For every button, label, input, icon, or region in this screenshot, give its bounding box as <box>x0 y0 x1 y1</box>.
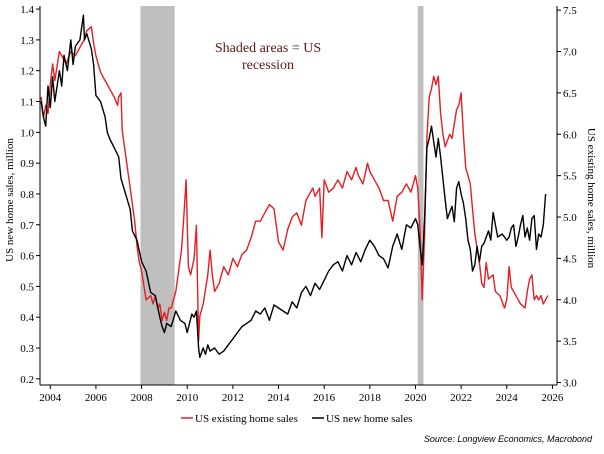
x-tick-label: 2018 <box>359 392 382 404</box>
x-tick-label: 2022 <box>450 392 472 404</box>
left-tick-label: 1.3 <box>20 35 34 47</box>
left-tick-label: 1.0 <box>20 127 34 139</box>
left-tick-label: 0.6 <box>20 251 34 263</box>
right-tick-label: 4.0 <box>563 295 577 307</box>
legend-label-existing: US existing home sales <box>195 413 298 425</box>
x-tick-label: 2020 <box>404 392 427 404</box>
annotation-line-2: recession <box>242 58 294 73</box>
left-tick-label: 0.4 <box>20 312 34 324</box>
right-tick-label: 5.0 <box>563 212 577 224</box>
x-tick-label: 2024 <box>496 392 519 404</box>
recession-shading <box>140 6 424 385</box>
left-axis-ticks: 0.2 0.3 0.4 0.5 0.6 0.7 0.8 0.9 1.0 1.1 1.2 1.3 1.4 <box>20 4 40 386</box>
series-existing-home-sales-line <box>40 26 549 342</box>
right-tick-label: 3.5 <box>563 336 577 348</box>
x-axis-ticks: 2004 2006 2008 2010 2012 2014 2016 2018 2020 2022… <box>39 385 564 404</box>
legend: US existing home sales US new home sales <box>181 413 412 425</box>
x-tick-label: 2004 <box>39 392 62 404</box>
series-new-home-sales-line <box>40 14 547 358</box>
right-tick-label: 7.5 <box>563 5 577 17</box>
right-tick-label: 6.0 <box>563 129 577 141</box>
legend-label-new: US new home sales <box>326 413 412 425</box>
x-tick-label: 2016 <box>313 392 336 404</box>
x-tick-label: 2012 <box>222 392 244 404</box>
x-tick-label: 2006 <box>85 392 108 404</box>
left-tick-label: 0.3 <box>20 343 34 355</box>
left-tick-label: 1.1 <box>20 97 34 109</box>
x-tick-label: 2008 <box>131 392 154 404</box>
left-tick-label: 0.8 <box>20 189 34 201</box>
x-tick-label: 2014 <box>268 392 291 404</box>
right-axis-title: US existing home sales, million <box>585 128 597 269</box>
source-note: Source: Longview Economics, Macrobond <box>424 434 593 444</box>
right-tick-label: 4.5 <box>563 253 577 265</box>
recession-band-2 <box>417 6 424 385</box>
right-tick-label: 5.5 <box>563 171 577 183</box>
left-tick-label: 1.2 <box>20 66 34 78</box>
left-tick-label: 0.5 <box>20 281 34 293</box>
series-lines <box>40 14 549 358</box>
recession-band-1 <box>140 6 175 385</box>
left-axis-title: US new home sales, million <box>4 138 16 262</box>
left-tick-label: 1.4 <box>20 4 34 16</box>
left-tick-label: 0.7 <box>20 220 34 232</box>
annotation-line-1: Shaded areas = US <box>215 41 321 56</box>
right-axis-ticks: 3.0 3.5 4.0 4.5 5.0 5.5 6.0 6.5 7.0 7.5 <box>557 5 577 390</box>
right-tick-label: 7.0 <box>563 47 577 59</box>
left-tick-label: 0.9 <box>20 158 34 170</box>
right-tick-label: 6.5 <box>563 88 577 100</box>
right-tick-label: 3.0 <box>563 378 577 390</box>
x-tick-label: 2010 <box>176 392 199 404</box>
left-tick-label: 0.2 <box>20 374 34 386</box>
x-tick-label: 2026 <box>541 392 564 404</box>
